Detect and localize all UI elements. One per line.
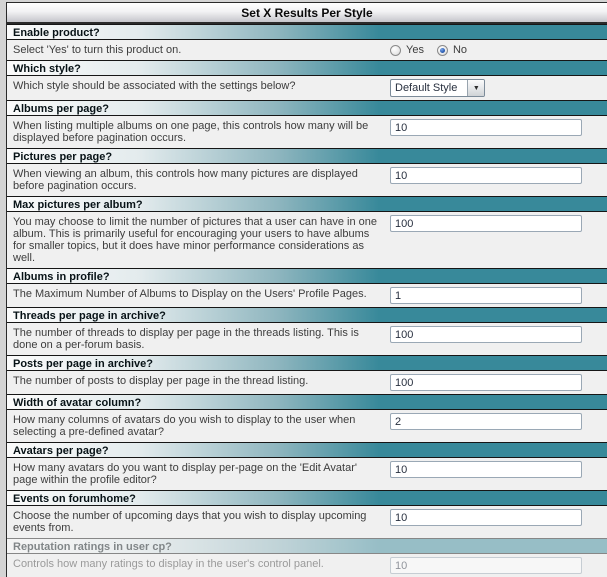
setting-row-avatars-per-page: How many avatars do you want to display … [7,458,607,490]
section-header-events-on-forumhome: Events on forumhome? [7,490,607,506]
events-on-forumhome-input[interactable] [390,509,582,526]
setting-row-albums-per-page: When listing multiple albums on one page… [7,116,607,148]
section-header-which-style: Which style? [7,60,607,76]
setting-row-width-avatar-column: How many columns of avatars do you wish … [7,410,607,442]
setting-row-threads-per-page-archive: The number of threads to display per pag… [7,323,607,355]
setting-description: When viewing an album, this controls how… [13,168,358,192]
posts-per-page-archive-input[interactable] [390,374,582,391]
max-pictures-per-album-input[interactable] [390,215,582,232]
setting-description: Choose the number of upcoming days that … [13,510,367,534]
setting-description: Select 'Yes' to turn this product on. [13,44,182,56]
section-header-pictures-per-page: Pictures per page? [7,148,607,164]
avatars-per-page-input[interactable] [390,461,582,478]
setting-description: When listing multiple albums on one page… [13,120,369,144]
setting-description: You may choose to limit the number of pi… [13,216,378,264]
section-header-reputation-ratings: Reputation ratings in user cp? [7,538,607,554]
style-select-value: Default Style [395,82,458,94]
setting-row-events-on-forumhome: Choose the number of upcoming days that … [7,506,607,538]
setting-description: The number of posts to display per page … [13,375,309,387]
setting-description: Controls how many ratings to display in … [13,558,324,570]
threads-per-page-archive-input[interactable] [390,326,582,343]
setting-description: The number of threads to display per pag… [13,327,359,351]
setting-row-enable-product: Select 'Yes' to turn this product on. Ye… [7,40,607,60]
width-avatar-column-input[interactable] [390,413,582,430]
albums-per-page-input[interactable] [390,119,582,136]
setting-description: How many avatars do you want to display … [13,462,357,486]
panel-title: Set X Results Per Style [7,3,607,24]
section-header-max-pictures-per-album: Max pictures per album? [7,196,607,212]
setting-row-reputation-ratings: Controls how many ratings to display in … [7,554,607,577]
pictures-per-page-input[interactable] [390,167,582,184]
disabled-section-reputation-ratings: Reputation ratings in user cp? Controls … [7,538,607,577]
setting-row-albums-in-profile: The Maximum Number of Albums to Display … [7,284,607,307]
radio-no-label[interactable]: No [452,44,468,56]
albums-in-profile-input[interactable] [390,287,582,304]
section-header-albums-in-profile: Albums in profile? [7,268,607,284]
enable-product-radio-group: Yes No [390,43,475,56]
section-header-albums-per-page: Albums per page? [7,100,607,116]
setting-description: Which style should be associated with th… [13,80,296,92]
setting-description: The Maximum Number of Albums to Display … [13,288,367,300]
setting-description: How many columns of avatars do you wish … [13,414,356,438]
style-select[interactable]: Default Style ▼ [390,79,486,97]
section-header-enable-product: Enable product? [7,24,607,40]
radio-no[interactable] [436,44,448,56]
radio-yes[interactable] [390,44,401,56]
reputation-ratings-input [390,557,582,574]
section-header-posts-per-page-archive: Posts per page in archive? [7,355,607,371]
radio-yes-label[interactable]: Yes [406,44,424,56]
setting-row-pictures-per-page: When viewing an album, this controls how… [7,164,607,196]
section-header-width-avatar-column: Width of avatar column? [7,394,607,410]
setting-row-posts-per-page-archive: The number of posts to display per page … [7,371,607,394]
setting-row-max-pictures-per-album: You may choose to limit the number of pi… [7,212,607,268]
section-header-avatars-per-page: Avatars per page? [7,442,607,458]
chevron-down-icon[interactable]: ▼ [467,80,485,96]
section-header-threads-per-page-archive: Threads per page in archive? [7,307,607,323]
settings-panel: Set X Results Per Style Enable product? … [6,2,607,577]
setting-row-which-style: Which style should be associated with th… [7,76,607,100]
